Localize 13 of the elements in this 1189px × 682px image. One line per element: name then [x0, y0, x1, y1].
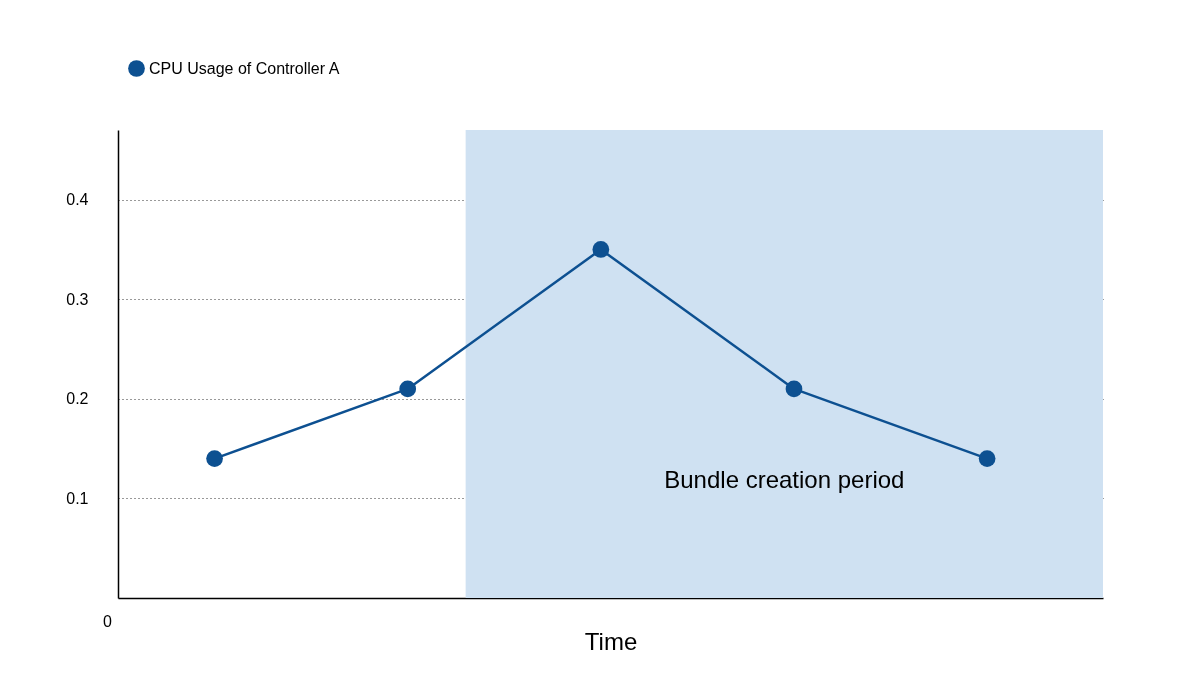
y-tick-label: 0.2 — [66, 390, 89, 408]
legend-label: CPU Usage of Controller A — [149, 59, 340, 77]
point — [399, 380, 417, 398]
y-tick-label: 0.1 — [66, 489, 89, 507]
point — [785, 380, 803, 398]
point — [592, 241, 610, 258]
x-axis-title: Time — [584, 627, 638, 655]
annotation: Bundle creation period — [664, 466, 905, 493]
point — [206, 450, 223, 467]
point — [978, 450, 996, 467]
text: 0 — [103, 613, 113, 630]
y-tick-label: 0.3 — [66, 290, 89, 308]
y-tick-label: 0.4 — [66, 191, 89, 209]
